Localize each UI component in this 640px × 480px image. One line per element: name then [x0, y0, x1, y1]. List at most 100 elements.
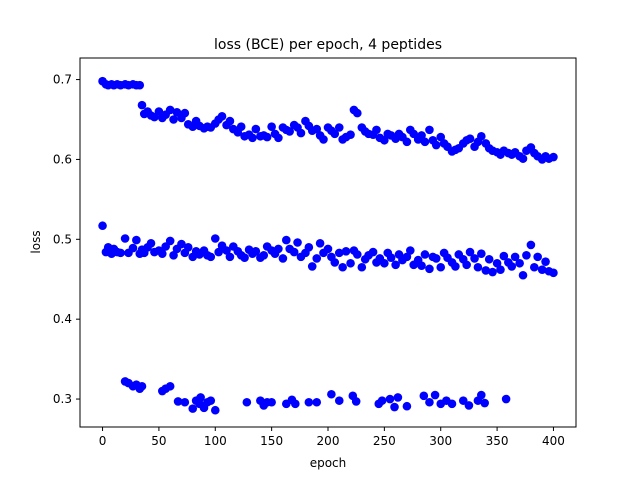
- data-point: [225, 116, 235, 126]
- x-tick-label: 300: [429, 434, 452, 448]
- data-point: [377, 396, 387, 405]
- data-point: [242, 397, 252, 407]
- data-point: [169, 250, 178, 260]
- data-point: [464, 401, 474, 410]
- data-point: [289, 247, 299, 257]
- data-point: [274, 133, 283, 143]
- data-point: [236, 122, 246, 131]
- data-point: [501, 394, 511, 404]
- data-point: [248, 133, 257, 143]
- data-point: [470, 254, 479, 263]
- x-tick-label: 250: [373, 434, 396, 448]
- y-axis-ticks: 0.3 0.4 0.5 0.6 0.7: [53, 73, 80, 406]
- data-point: [338, 262, 347, 272]
- data-point: [541, 257, 550, 266]
- chart-title: loss (BCE) per epoch, 4 peptides: [214, 37, 442, 53]
- data-point: [431, 140, 441, 150]
- data-point: [307, 262, 317, 271]
- data-point: [537, 265, 547, 274]
- data-point: [477, 131, 486, 141]
- data-point: [477, 249, 486, 258]
- data-point: [165, 105, 175, 115]
- data-point: [390, 402, 399, 412]
- y-tick-label: 0.5: [53, 232, 72, 246]
- data-point: [402, 252, 412, 262]
- data-point: [222, 246, 231, 255]
- data-point: [296, 128, 306, 138]
- data-point: [425, 264, 434, 274]
- data-point: [330, 129, 340, 139]
- y-tick-label: 0.7: [53, 73, 72, 87]
- data-point: [480, 398, 489, 408]
- data-point: [417, 261, 426, 270]
- data-point: [319, 135, 328, 144]
- data-point: [522, 250, 531, 260]
- data-point: [402, 401, 412, 411]
- data-point: [518, 270, 528, 280]
- data-point: [285, 127, 294, 136]
- data-point: [291, 399, 300, 409]
- data-point: [262, 132, 272, 142]
- data-point: [391, 260, 400, 270]
- x-tick-label: 100: [204, 434, 227, 448]
- data-point: [177, 239, 186, 249]
- x-tick-label: 350: [486, 434, 509, 448]
- data-point: [515, 258, 524, 268]
- data-point: [465, 247, 475, 257]
- data-point: [281, 235, 291, 245]
- data-point: [169, 115, 178, 124]
- data-point: [206, 396, 216, 405]
- data-point: [206, 252, 216, 262]
- data-point: [451, 262, 460, 271]
- y-axis-label: loss: [29, 230, 43, 253]
- data-point: [165, 236, 175, 246]
- data-point: [251, 124, 261, 134]
- data-point: [128, 243, 138, 253]
- data-point: [154, 107, 164, 116]
- data-point: [312, 397, 322, 407]
- x-tick-label: 50: [151, 434, 166, 448]
- data-point: [120, 234, 130, 243]
- data-point: [380, 258, 389, 268]
- data-point: [477, 390, 486, 400]
- data-point: [210, 405, 220, 415]
- data-point: [436, 132, 446, 142]
- data-point: [353, 250, 362, 259]
- data-point: [499, 251, 509, 261]
- data-point: [330, 258, 340, 267]
- data-point: [425, 397, 434, 407]
- data-point: [436, 262, 446, 272]
- data-point: [533, 252, 542, 262]
- x-tick-label: 150: [260, 434, 283, 448]
- data-point: [488, 267, 497, 277]
- data-point: [312, 124, 322, 134]
- data-point: [251, 246, 261, 256]
- x-axis-label: epoch: [310, 456, 347, 470]
- data-point: [496, 265, 505, 274]
- data-point: [225, 252, 235, 262]
- data-point: [183, 242, 193, 252]
- data-point: [447, 399, 457, 409]
- data-point: [507, 262, 517, 271]
- data-point: [492, 258, 502, 268]
- data-point: [315, 239, 325, 248]
- data-point: [393, 393, 403, 402]
- data-point: [267, 397, 276, 407]
- data-point: [402, 137, 412, 147]
- data-point: [196, 393, 205, 402]
- data-point: [146, 239, 156, 248]
- data-point: [293, 238, 302, 247]
- x-axis-ticks: 0 50 100 150 200 250 300 350 400: [99, 427, 565, 448]
- data-point: [304, 397, 314, 407]
- data-point: [137, 100, 147, 110]
- data-point: [210, 234, 220, 243]
- data-point: [180, 108, 190, 118]
- data-point: [132, 235, 141, 245]
- data-point: [312, 254, 322, 263]
- data-point: [473, 262, 483, 272]
- data-point: [465, 134, 475, 143]
- data-point: [346, 130, 355, 139]
- data-point: [353, 108, 362, 118]
- data-point: [405, 246, 415, 255]
- data-point: [372, 125, 381, 135]
